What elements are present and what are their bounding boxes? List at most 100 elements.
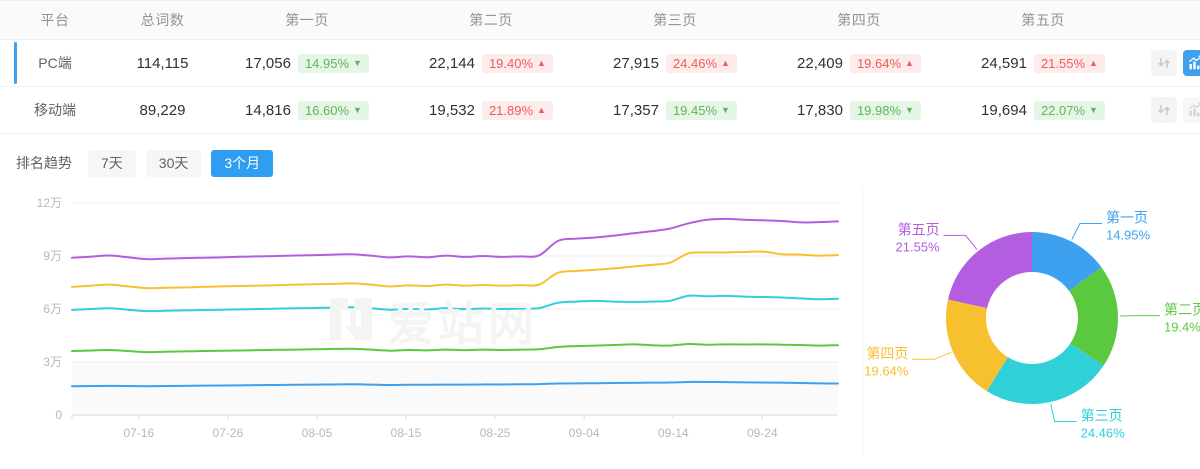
svg-text:9万: 9万 — [43, 249, 62, 263]
svg-text:24.46%: 24.46% — [1081, 425, 1126, 440]
donut-chart-svg: 第一页 14.95% 第二页 19.4% 第三页 24.46% 第四页 19.64% 第五页 21… — [864, 209, 1200, 440]
percent-value: 19.64% — [856, 55, 902, 71]
column-header-page-5: 第五页 — [1021, 12, 1065, 28]
arrow-down-icon: ▼ — [353, 104, 362, 115]
platform-label: 移动端 — [34, 102, 76, 118]
page-percent-badge: 22.07% ▼ — [1033, 100, 1105, 120]
percent-value: 19.45% — [672, 102, 718, 118]
column-header-page-2: 第二页 — [469, 12, 513, 28]
column-header-platform: 平台 — [40, 12, 70, 28]
table-row[interactable]: 移动端 89,229 14,816 16.60% ▼ 19,532 21.89%… — [0, 87, 1200, 134]
percent-value: 21.89% — [488, 102, 534, 118]
line-chart-svg: 0 3万 6万 9万 12万 07-16 07-26 08-05 08-15 08-25 09-04… — [37, 196, 839, 440]
platform-label: PC端 — [38, 55, 72, 71]
page-percent-badge: 19.98% ▼ — [849, 100, 921, 120]
column-header-page-4: 第四页 — [837, 12, 881, 28]
rank-trend-line-chart[interactable]: 爱站网 0 3万 6万 9万 12万 07-16 07-26 08-05 08-15 08-25 0… — [0, 187, 862, 455]
arrow-down-icon: ▼ — [721, 104, 730, 115]
percent-value: 14.95% — [304, 55, 350, 71]
svg-text:第三页: 第三页 — [1081, 407, 1123, 423]
arrow-down-icon: ▼ — [1089, 104, 1098, 115]
svg-text:6万: 6万 — [43, 302, 62, 316]
page-count: 19,694 — [981, 101, 1027, 119]
percent-value: 19.40% — [488, 55, 534, 71]
svg-text:19.64%: 19.64% — [864, 363, 909, 378]
column-header-total: 总词数 — [140, 12, 185, 28]
table-body: PC端 114,115 17,056 14.95% ▼ 22,144 19.40… — [0, 40, 1200, 134]
tab-3-months[interactable]: 3个月 — [211, 150, 274, 177]
svg-text:08-05: 08-05 — [302, 426, 333, 440]
cell-actions-row-1 — [1135, 97, 1200, 123]
arrow-down-icon: ▼ — [905, 104, 914, 115]
svg-text:08-25: 08-25 — [480, 426, 511, 440]
svg-text:19.4%: 19.4% — [1164, 319, 1200, 334]
cell-page-5-row-0: 24,591 21.55% ▲ — [951, 53, 1135, 73]
page-count: 17,056 — [245, 54, 291, 72]
page-count: 22,409 — [797, 54, 843, 72]
page-count: 27,915 — [613, 54, 659, 72]
table-row[interactable]: PC端 114,115 17,056 14.95% ▼ 22,144 19.40… — [0, 40, 1200, 87]
svg-text:21.55%: 21.55% — [896, 239, 941, 254]
arrow-down-icon: ▼ — [353, 57, 362, 68]
svg-text:12万: 12万 — [37, 196, 62, 210]
keyword-distribution-table: 平台 总词数 第一页 第二页 第三页 第四页 第五页 PC端 114,115 1… — [0, 0, 1200, 134]
page-count: 17,357 — [613, 101, 659, 119]
svg-text:第四页: 第四页 — [866, 345, 908, 361]
svg-text:0: 0 — [55, 408, 62, 422]
svg-text:3万: 3万 — [43, 355, 62, 369]
page-percent-badge: 19.64% ▲ — [849, 53, 921, 73]
percent-value: 24.46% — [672, 55, 718, 71]
svg-text:第一页: 第一页 — [1106, 209, 1148, 225]
cell-page-2-row-1: 19,532 21.89% ▲ — [399, 100, 583, 120]
percent-value: 21.55% — [1040, 55, 1086, 71]
page-percent-badge: 19.40% ▲ — [481, 53, 553, 73]
page-count: 14,816 — [245, 101, 291, 119]
bar-chart-trend-icon[interactable] — [1182, 97, 1200, 123]
cell-page-3-row-0: 27,915 24.46% ▲ — [583, 53, 767, 73]
cell-total-row-0: 114,115 — [136, 54, 189, 72]
column-header-page-3: 第三页 — [653, 12, 697, 28]
cell-total-row-1: 89,229 — [139, 101, 186, 119]
page-count: 19,532 — [429, 101, 475, 119]
cell-page-4-row-0: 22,409 19.64% ▲ — [767, 53, 951, 73]
tab-30-days[interactable]: 30天 — [145, 150, 202, 177]
svg-text:08-15: 08-15 — [391, 426, 422, 440]
cell-page-1-row-0: 17,056 14.95% ▼ — [215, 53, 399, 73]
sort-updown-icon[interactable] — [1150, 97, 1177, 123]
svg-text:第五页: 第五页 — [898, 221, 940, 237]
svg-text:14.95%: 14.95% — [1106, 227, 1151, 242]
table-header-row: 平台 总词数 第一页 第二页 第三页 第四页 第五页 — [0, 0, 1200, 40]
page-percent-badge: 21.55% ▲ — [1033, 53, 1105, 73]
page-percent-badge: 21.89% ▲ — [481, 100, 553, 120]
percent-value: 22.07% — [1040, 102, 1086, 118]
page-percent-badge: 19.45% ▼ — [665, 100, 737, 120]
svg-text:07-16: 07-16 — [123, 426, 154, 440]
arrow-up-icon: ▲ — [1089, 57, 1098, 68]
column-header-page-1: 第一页 — [285, 12, 329, 28]
bar-chart-trend-icon[interactable] — [1182, 50, 1200, 76]
arrow-up-icon: ▲ — [721, 57, 730, 68]
cell-page-3-row-1: 17,357 19.45% ▼ — [583, 100, 767, 120]
arrow-up-icon: ▲ — [905, 57, 914, 68]
page-count: 22,144 — [429, 54, 475, 72]
page-percent-badge: 24.46% ▲ — [665, 53, 737, 73]
percent-value: 19.98% — [856, 102, 902, 118]
tab-7-days[interactable]: 7天 — [88, 150, 136, 177]
cell-page-1-row-1: 14,816 16.60% ▼ — [215, 100, 399, 120]
page-percent-badge: 16.60% ▼ — [297, 100, 369, 120]
trend-section-title: 排名趋势 — [16, 155, 72, 172]
page-percent-badge: 14.95% ▼ — [297, 53, 369, 73]
page-distribution-donut-chart[interactable]: 第一页 14.95% 第二页 19.4% 第三页 24.46% 第四页 19.64% 第五页 21… — [862, 186, 1200, 455]
svg-text:第二页: 第二页 — [1164, 301, 1200, 317]
cell-platform-row-1: 移动端 — [0, 100, 110, 120]
cell-actions-row-0 — [1135, 50, 1200, 76]
cell-page-5-row-1: 19,694 22.07% ▼ — [951, 100, 1135, 120]
cell-page-2-row-0: 22,144 19.40% ▲ — [399, 53, 583, 73]
svg-text:09-24: 09-24 — [747, 426, 778, 440]
sort-updown-icon[interactable] — [1150, 50, 1177, 76]
svg-text:09-04: 09-04 — [569, 426, 600, 440]
trend-toolbar: 排名趋势 7天 30天 3个月 — [0, 134, 1200, 187]
percent-value: 16.60% — [304, 102, 350, 118]
page-count: 17,830 — [797, 101, 843, 119]
cell-page-4-row-1: 17,830 19.98% ▼ — [767, 100, 951, 120]
